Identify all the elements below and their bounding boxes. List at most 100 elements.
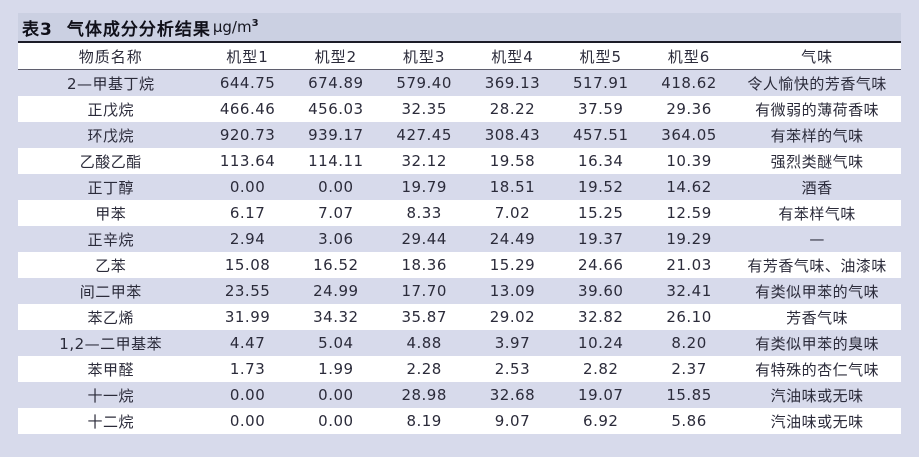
table-row: 环戊烷 920.73 939.17 427.45 308.43 457.51 364.05 有… (18, 122, 901, 148)
value-cell: 6.92 (583, 412, 619, 430)
table-row: 十二烷 0.00 0.00 8.19 9.07 6.92 5.86 汽油味或无味 (18, 408, 901, 434)
odor-cell: 强烈类醚气味 (770, 152, 864, 171)
table-caption: 表3 气体成分分析结果 μg/m3 (18, 13, 901, 43)
value-cell: 0.00 (318, 178, 354, 196)
value-cell: 7.07 (318, 204, 354, 222)
value-cell: 21.03 (666, 256, 712, 274)
substance-cell: 十一烷 (87, 386, 134, 405)
col-header-model5: 机型5 (556, 43, 645, 70)
table-row: 苯甲醛 1.73 1.99 2.28 2.53 2.82 2.37 有特殊的杏仁气味 (18, 356, 901, 382)
value-cell: 364.05 (661, 126, 717, 144)
value-cell: 6.17 (229, 204, 266, 222)
odor-cell: 芳香气味 (786, 308, 849, 327)
value-cell: 12.59 (666, 204, 712, 222)
substance-cell: 正戊烷 (87, 100, 134, 119)
value-cell: 24.99 (313, 282, 359, 300)
value-cell: 0.00 (229, 178, 266, 196)
value-cell: 2.53 (494, 360, 531, 378)
results-table-block: 表3 气体成分分析结果 μg/m3 物质名称 机型1 机型2 机型3 (18, 13, 901, 434)
value-cell: 4.88 (406, 334, 442, 352)
col-header-model4: 机型4 (468, 43, 557, 70)
value-cell: 24.49 (489, 230, 536, 248)
substance-cell: 正丁醇 (87, 178, 134, 197)
value-cell: 15.08 (224, 256, 271, 274)
value-cell: 32.41 (666, 282, 712, 300)
value-cell: 17.70 (401, 282, 447, 300)
value-cell: 29.36 (666, 100, 712, 118)
value-cell: 28.22 (489, 100, 536, 118)
col-header-model6: 机型6 (644, 43, 734, 70)
value-cell: 19.58 (489, 152, 536, 170)
value-cell: 32.12 (401, 152, 447, 170)
value-cell: 579.40 (396, 74, 452, 92)
table-row: 正戊烷 466.46 456.03 32.35 28.22 37.59 29.36 有微弱的薄… (18, 96, 901, 122)
odor-cell: 有苯样的气味 (770, 126, 864, 145)
value-cell: 32.68 (489, 386, 536, 404)
value-cell: 34.32 (313, 308, 359, 326)
value-cell: 517.91 (573, 74, 629, 92)
table-row: 间二甲苯 23.55 24.99 17.70 13.09 39.60 32.41 有类似甲苯的… (18, 278, 901, 304)
value-cell: 32.35 (401, 100, 447, 118)
odor-cell: 有类似甲苯的气味 (755, 282, 880, 301)
value-cell: 23.55 (224, 282, 271, 300)
col-header-model3: 机型3 (380, 43, 469, 70)
value-cell: 5.86 (671, 412, 707, 430)
table-row: 正辛烷 2.94 3.06 29.44 24.49 19.37 19.29 — (18, 226, 901, 252)
odor-cell: 有特殊的杏仁气味 (755, 360, 880, 379)
table-row: 乙酸乙酯 113.64 114.11 32.12 19.58 16.34 10.39 强烈类醚… (18, 148, 901, 174)
value-cell: 8.19 (406, 412, 442, 430)
value-cell: 2.37 (671, 360, 707, 378)
col-header-model2: 机型2 (291, 43, 381, 70)
value-cell: 939.17 (308, 126, 364, 144)
table-row: 2—甲基丁烷 644.75 674.89 579.40 369.13 517.91 418.… (18, 69, 901, 96)
gas-analysis-table: 物质名称 机型1 机型2 机型3 机型4 机型5 机型6 气味 2—甲基丁烷 64… (18, 43, 901, 434)
value-cell: 29.02 (489, 308, 536, 326)
table-row: 甲苯 6.17 7.07 8.33 7.02 15.25 12.59 有苯样气味 (18, 200, 901, 226)
value-cell: 4.47 (229, 334, 266, 352)
odor-cell: 酒香 (801, 178, 833, 197)
value-cell: 7.02 (494, 204, 531, 222)
value-cell: 114.11 (308, 152, 364, 170)
value-cell: 456.03 (308, 100, 364, 118)
value-cell: 920.73 (219, 126, 276, 144)
substance-cell: 十二烷 (87, 412, 134, 431)
substance-cell: 苯乙烯 (87, 308, 134, 327)
value-cell: 2.94 (229, 230, 266, 248)
value-cell: 8.33 (406, 204, 442, 222)
header-row: 物质名称 机型1 机型2 机型3 机型4 机型5 机型6 气味 (18, 43, 901, 70)
substance-cell: 甲苯 (95, 204, 127, 223)
value-cell: 0.00 (229, 412, 266, 430)
value-cell: 19.07 (578, 386, 624, 404)
table-caption-title: 气体成分分析结果 (66, 19, 211, 40)
value-cell: 19.52 (578, 178, 624, 196)
value-cell: 10.24 (578, 334, 624, 352)
value-cell: 26.10 (666, 308, 712, 326)
substance-cell: 2—甲基丁烷 (66, 74, 155, 93)
odor-cell: 令人愉快的芳香气味 (747, 74, 887, 93)
value-cell: 457.51 (573, 126, 629, 144)
odor-cell: 有微弱的薄荷香味 (755, 100, 880, 119)
value-cell: 674.89 (308, 74, 364, 92)
value-cell: 3.06 (318, 230, 354, 248)
substance-cell: 环戊烷 (87, 126, 134, 145)
value-cell: 16.34 (578, 152, 624, 170)
value-cell: 16.52 (313, 256, 359, 274)
value-cell: 2.28 (406, 360, 442, 378)
table-row: 正丁醇 0.00 0.00 19.79 18.51 19.52 14.62 酒香 (18, 174, 901, 200)
table-caption-unit: μg/m3 (212, 18, 259, 36)
value-cell: 31.99 (224, 308, 271, 326)
value-cell: 15.25 (578, 204, 624, 222)
substance-cell: 正辛烷 (87, 230, 134, 249)
table-row: 十一烷 0.00 0.00 28.98 32.68 19.07 15.85 汽油味或无味 (18, 382, 901, 408)
value-cell: 18.51 (489, 178, 536, 196)
col-header-model1: 机型1 (203, 43, 292, 70)
value-cell: 113.64 (219, 152, 276, 170)
substance-cell: 乙苯 (95, 256, 127, 275)
col-header-odor: 气味 (733, 43, 901, 70)
table-row: 1,2—二甲基苯 4.47 5.04 4.88 3.97 10.24 8.20 有类似甲苯的臭… (18, 330, 901, 356)
odor-cell: 汽油味或无味 (770, 412, 864, 431)
odor-cell: 有类似甲苯的臭味 (755, 334, 880, 353)
value-cell: 0.00 (229, 386, 266, 404)
value-cell: 37.59 (578, 100, 624, 118)
